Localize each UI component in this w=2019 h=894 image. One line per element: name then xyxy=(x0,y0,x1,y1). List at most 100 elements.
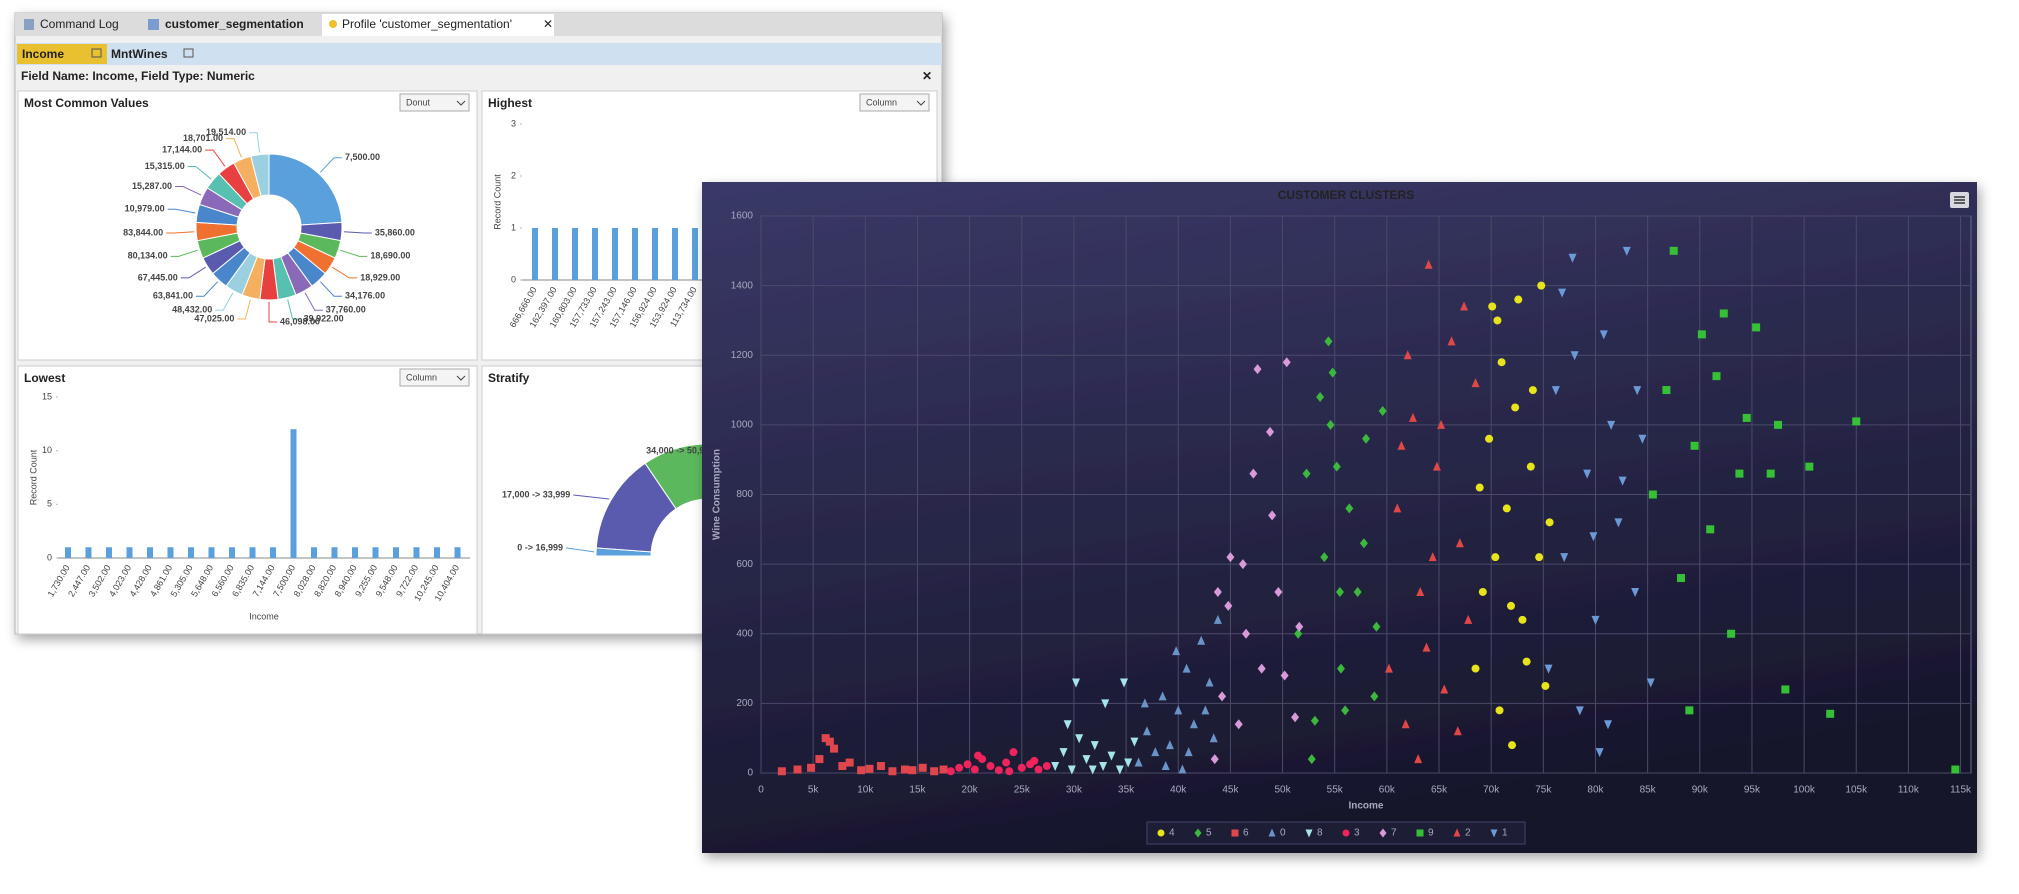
point xyxy=(1197,635,1206,645)
tab-icon xyxy=(24,19,34,30)
point xyxy=(1253,364,1262,375)
legend-label[interactable]: 2 xyxy=(1465,828,1471,839)
legend-label[interactable]: 8 xyxy=(1317,828,1323,839)
point xyxy=(1453,726,1462,736)
tab[interactable]: Profile 'customer_segmentation' xyxy=(342,17,512,31)
point xyxy=(1495,706,1504,715)
point xyxy=(1002,758,1011,767)
leader-line xyxy=(166,231,195,234)
point xyxy=(1662,386,1671,395)
point xyxy=(1320,552,1329,563)
point xyxy=(930,767,939,776)
point xyxy=(1359,538,1368,549)
legend-marker xyxy=(1157,829,1165,837)
bar xyxy=(167,547,174,558)
point xyxy=(1545,518,1554,527)
point xyxy=(1101,699,1110,709)
chart-type-select[interactable] xyxy=(399,368,470,387)
point xyxy=(1172,646,1181,656)
bar xyxy=(311,547,317,558)
point xyxy=(1506,601,1515,610)
point xyxy=(1397,440,1406,450)
point xyxy=(1522,657,1531,666)
tab[interactable]: Command Log xyxy=(40,17,119,31)
point xyxy=(1518,615,1527,624)
field-tab[interactable]: Income xyxy=(22,47,64,61)
point xyxy=(1638,434,1647,444)
point xyxy=(1614,518,1623,528)
legend-label[interactable]: 6 xyxy=(1243,828,1249,839)
bar xyxy=(692,228,698,280)
panel xyxy=(17,90,478,361)
bar xyxy=(632,228,638,280)
point xyxy=(838,762,847,771)
leader-line xyxy=(180,266,206,279)
point xyxy=(1646,678,1655,688)
point xyxy=(1766,469,1775,478)
point xyxy=(1633,386,1642,396)
point xyxy=(1752,323,1761,332)
chart-type-label: Column xyxy=(866,97,897,107)
point xyxy=(1428,552,1437,562)
point xyxy=(1622,246,1631,256)
point xyxy=(1034,765,1043,774)
legend-label[interactable]: 7 xyxy=(1391,828,1397,839)
bar xyxy=(352,547,358,558)
chart-type-select[interactable] xyxy=(399,93,470,112)
point xyxy=(1727,629,1736,638)
point xyxy=(1307,754,1316,765)
point xyxy=(1706,525,1715,534)
bar xyxy=(454,547,461,558)
point xyxy=(1526,462,1535,471)
bar xyxy=(434,547,440,558)
point xyxy=(1372,621,1381,632)
point xyxy=(1042,762,1051,771)
point xyxy=(1201,705,1210,715)
active-tab[interactable] xyxy=(322,14,554,36)
legend-label[interactable]: 5 xyxy=(1206,828,1212,839)
point xyxy=(1210,754,1219,765)
point xyxy=(1282,357,1291,368)
legend-box xyxy=(1146,821,1526,845)
panel-title: Stratify xyxy=(488,371,530,385)
point xyxy=(1335,586,1344,597)
point xyxy=(946,767,955,776)
slice-label: 67,445.00 xyxy=(138,272,178,282)
slice-label: 15,315.00 xyxy=(145,161,185,171)
field-tab-active[interactable] xyxy=(17,44,107,64)
point xyxy=(1690,441,1699,450)
point xyxy=(1005,767,1014,776)
point xyxy=(1378,405,1387,416)
point xyxy=(1393,503,1402,513)
field-tab[interactable]: MntWines xyxy=(111,47,168,61)
point xyxy=(1082,755,1091,765)
field-icon xyxy=(91,48,102,58)
bar xyxy=(372,547,379,558)
point xyxy=(1669,246,1678,255)
chart-type-select[interactable] xyxy=(859,93,930,112)
bar xyxy=(290,429,297,558)
slice-label: 19,514.00 xyxy=(206,127,246,137)
point xyxy=(1115,765,1124,775)
point xyxy=(1493,316,1502,325)
legend-label[interactable]: 4 xyxy=(1169,828,1175,839)
point xyxy=(1535,553,1544,562)
point xyxy=(973,751,982,760)
y-tick-label: 800 xyxy=(736,489,753,500)
legend-label[interactable]: 0 xyxy=(1280,828,1286,839)
point xyxy=(1511,403,1520,412)
x-tick-label: 100k xyxy=(1793,785,1816,796)
legend-label[interactable]: 9 xyxy=(1428,828,1434,839)
donut-slice xyxy=(250,153,270,197)
legend-label[interactable]: 3 xyxy=(1354,828,1360,839)
slice-label: 18,690.00 xyxy=(370,251,410,261)
close-field[interactable]: ✕ xyxy=(922,69,932,83)
point xyxy=(1685,706,1694,715)
point xyxy=(793,765,802,774)
point xyxy=(1182,663,1191,673)
close-tab[interactable]: ✕ xyxy=(543,17,553,31)
point xyxy=(1234,719,1243,730)
legend-label[interactable]: 1 xyxy=(1502,828,1508,839)
x-axis-label: Income xyxy=(249,611,279,621)
tab[interactable]: customer_segmentation xyxy=(165,17,304,31)
